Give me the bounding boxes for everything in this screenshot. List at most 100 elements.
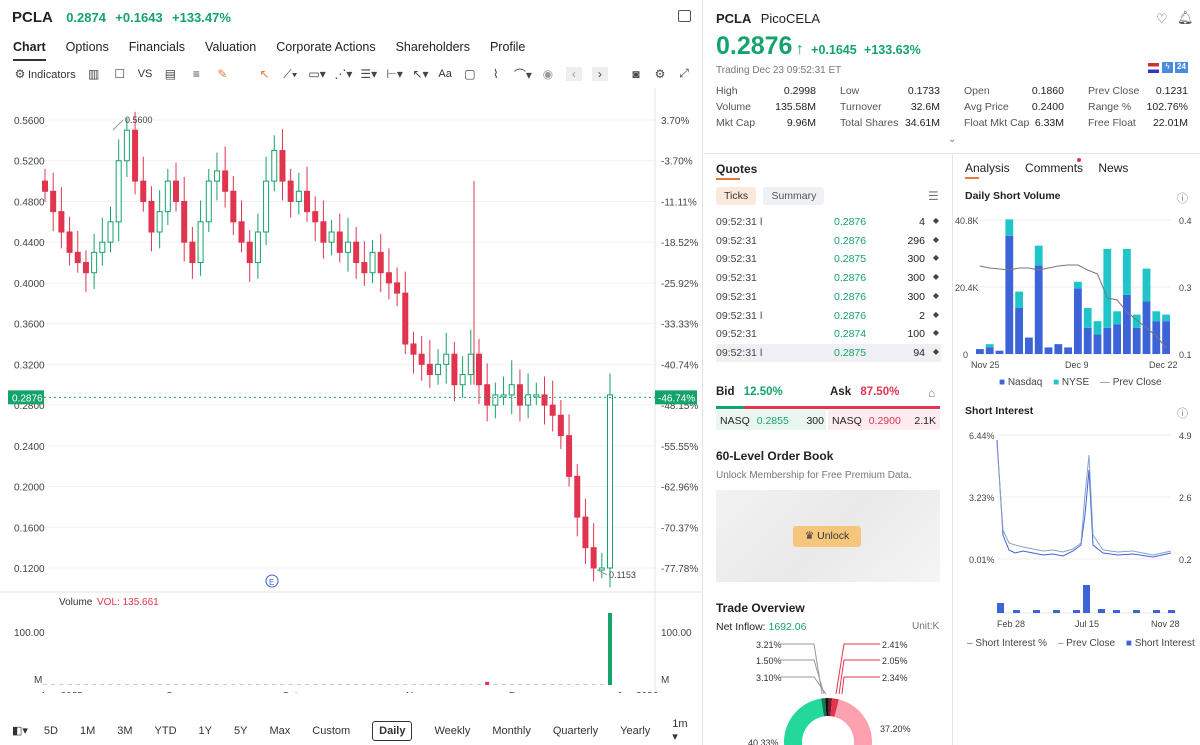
indicators-button[interactable]: ⚙ Indicators xyxy=(12,67,76,81)
compare-box-icon[interactable]: ☐ xyxy=(114,67,126,81)
trendline-icon[interactable]: ⟋▾ xyxy=(283,66,298,81)
period-ytd[interactable]: YTD xyxy=(154,724,177,737)
expand-chevron-icon[interactable]: ⌄ xyxy=(948,134,957,145)
sv-prevclose-line xyxy=(979,264,1167,349)
candle-type-icon[interactable]: ▥ xyxy=(88,67,100,81)
si-rtick: 4.9 xyxy=(1179,431,1192,441)
summary-tab[interactable]: Summary xyxy=(763,187,825,205)
sv-bar-nyse xyxy=(985,344,994,348)
candle-body xyxy=(443,353,450,365)
volume-bar xyxy=(100,684,105,685)
tab-options[interactable]: Options xyxy=(65,40,109,54)
interval-weekly[interactable]: Weekly xyxy=(434,724,471,737)
tab-chart[interactable]: Chart xyxy=(13,40,46,61)
period-5y[interactable]: 5Y xyxy=(234,724,248,737)
sv-bar-nyse xyxy=(1083,308,1092,328)
si-xtick: Nov 28 xyxy=(1151,619,1180,629)
fib-icon[interactable]: ☰▾ xyxy=(360,67,378,81)
draw-icon[interactable]: ✎ xyxy=(217,67,228,81)
volume-bar xyxy=(550,684,555,685)
tab-shareholders[interactable]: Shareholders xyxy=(395,40,470,54)
volume-bar xyxy=(558,684,563,685)
pct-tick: -62.96% xyxy=(661,483,698,494)
candle-body xyxy=(304,190,311,213)
lines-icon[interactable]: ≡ xyxy=(192,67,200,81)
candle-body xyxy=(123,129,130,162)
favorite-icon[interactable]: ♡ xyxy=(1156,11,1168,26)
diamond-icon: ◆ xyxy=(932,328,939,338)
bell-icon[interactable]: 🔔︎ xyxy=(1177,10,1194,25)
interval-yearly[interactable]: Yearly xyxy=(620,724,651,737)
period-5d[interactable]: 5D xyxy=(43,724,58,737)
arrow-icon[interactable]: ↖▾ xyxy=(412,67,429,81)
layout-toggle-icon[interactable]: ◧▾ xyxy=(12,725,28,737)
template-icon[interactable]: ▤ xyxy=(164,67,177,81)
quote-time: 09:52:31 xyxy=(716,272,757,285)
volume-bar xyxy=(247,684,252,685)
measure-icon[interactable]: ⊢▾ xyxy=(386,67,403,81)
volume-bar xyxy=(239,684,244,685)
donut-left-leader xyxy=(780,676,827,695)
period-3m[interactable]: 3M xyxy=(117,724,133,737)
next-arrow-icon[interactable]: › xyxy=(591,67,608,81)
ticks-tab[interactable]: Ticks xyxy=(716,187,757,205)
bank-icon[interactable]: ⌂ xyxy=(928,386,936,400)
price-tick: 0.3200 xyxy=(14,360,45,371)
info-icon[interactable]: ⓘ xyxy=(1177,193,1188,205)
comment-icon[interactable]: ▢ xyxy=(464,67,476,81)
orderbook-subtitle: Unlock Membership for Free Premium Data. xyxy=(716,470,912,481)
unlock-button[interactable]: ♛ Unlock xyxy=(793,526,861,547)
sv-bar-nasdaq xyxy=(1093,334,1102,354)
tab-financials[interactable]: Financials xyxy=(128,40,186,54)
donut-segment xyxy=(828,698,833,717)
ask-pct: 87.50% xyxy=(860,386,900,398)
volume-bar xyxy=(386,684,391,685)
candle-body xyxy=(402,292,409,345)
settings-icon[interactable]: ⚙ xyxy=(654,66,666,81)
volume-bar xyxy=(198,684,203,685)
candle-body xyxy=(377,251,384,274)
comments-dot xyxy=(1077,158,1081,162)
collapse-panel-icon[interactable] xyxy=(678,10,691,22)
si-bar xyxy=(1168,610,1175,613)
eye-icon[interactable]: ◉ xyxy=(542,67,554,81)
bid-level: NASQ 0.2855 300 xyxy=(720,415,824,427)
tab-analysis[interactable]: Analysis xyxy=(965,161,1010,175)
prev-arrow-icon[interactable]: ‹ xyxy=(565,67,582,81)
tab-comments[interactable]: Comments xyxy=(1025,161,1084,175)
tab-corporate-actions[interactable]: Corporate Actions xyxy=(276,40,376,54)
tab-profile[interactable]: Profile xyxy=(489,40,526,54)
camera-icon[interactable]: ◙ xyxy=(632,66,640,81)
quote-row: 09:52:31 0.2875 300 ◆ xyxy=(716,250,941,268)
pct-tick: -18.52% xyxy=(661,238,698,249)
period-bar: ◧▾ 5D 1M 3M YTD 1Y 5Y Max Custom Daily W… xyxy=(12,718,732,743)
pattern-icon[interactable]: ⋰▾ xyxy=(334,67,353,81)
interval-minute-dropdown[interactable]: 1m ▾ xyxy=(672,718,688,743)
fullscreen-icon[interactable]: ⤢ xyxy=(679,66,689,80)
donut-left-leader xyxy=(780,643,823,695)
info-icon-2[interactable]: ⓘ xyxy=(1177,408,1188,420)
candle-body xyxy=(598,567,605,571)
cursor-icon[interactable]: ↖ xyxy=(259,67,270,81)
interval-daily[interactable]: Daily xyxy=(372,720,413,741)
sv-bar-nasdaq xyxy=(1025,337,1033,354)
lightning-icon: ϟ xyxy=(1162,62,1173,73)
interval-monthly[interactable]: Monthly xyxy=(492,724,531,737)
stat-high: High 0.2998 xyxy=(716,85,816,97)
magnet-icon[interactable]: ⌒▾ xyxy=(513,67,532,82)
tab-valuation[interactable]: Valuation xyxy=(205,40,257,54)
candle-body xyxy=(541,394,548,406)
donut-right-label: 37.20% xyxy=(880,724,911,734)
period-1y[interactable]: 1Y xyxy=(198,724,213,737)
text-tool-button[interactable]: Aa xyxy=(438,68,452,80)
price-chart[interactable]: 0.5600 3.70% 0.5200 -3.70% 0.4800 -11.11% 0.44… xyxy=(0,88,703,693)
interval-quarterly[interactable]: Quarterly xyxy=(552,724,599,737)
period-max[interactable]: Max xyxy=(269,724,291,737)
period-custom[interactable]: Custom xyxy=(312,724,351,737)
period-1m[interactable]: 1M xyxy=(79,724,96,737)
shape-icon[interactable]: ▭▾ xyxy=(308,67,326,81)
vs-button[interactable]: VS xyxy=(137,68,153,80)
tab-news[interactable]: News xyxy=(1098,161,1129,175)
list-menu-icon[interactable]: ☰ xyxy=(928,189,939,203)
brush-icon[interactable]: ⌇ xyxy=(492,67,499,81)
